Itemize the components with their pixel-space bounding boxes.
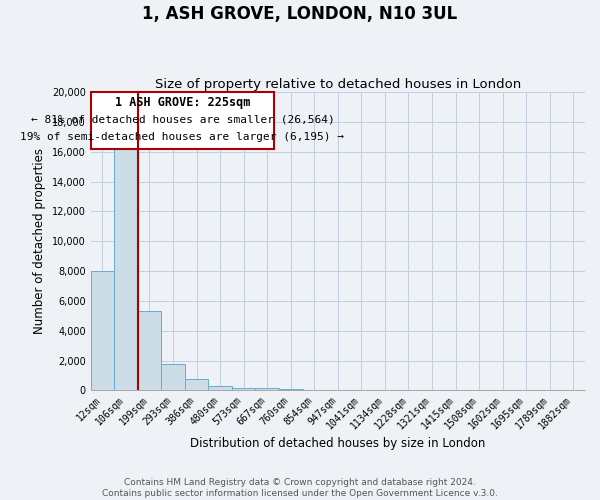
Bar xyxy=(91,271,114,390)
Bar xyxy=(256,388,279,390)
Bar xyxy=(185,379,208,390)
Bar xyxy=(208,386,232,390)
Text: ← 81% of detached houses are smaller (26,564): ← 81% of detached houses are smaller (26… xyxy=(31,114,334,124)
Text: 1 ASH GROVE: 225sqm: 1 ASH GROVE: 225sqm xyxy=(115,96,250,109)
Text: 1, ASH GROVE, LONDON, N10 3UL: 1, ASH GROVE, LONDON, N10 3UL xyxy=(142,5,458,23)
Text: Contains HM Land Registry data © Crown copyright and database right 2024.
Contai: Contains HM Land Registry data © Crown c… xyxy=(102,478,498,498)
X-axis label: Distribution of detached houses by size in London: Distribution of detached houses by size … xyxy=(190,437,485,450)
Bar xyxy=(161,364,185,390)
Bar xyxy=(232,388,256,390)
Bar xyxy=(114,144,138,390)
Text: 19% of semi-detached houses are larger (6,195) →: 19% of semi-detached houses are larger (… xyxy=(20,132,344,142)
Y-axis label: Number of detached properties: Number of detached properties xyxy=(34,148,46,334)
FancyBboxPatch shape xyxy=(91,92,274,149)
Title: Size of property relative to detached houses in London: Size of property relative to detached ho… xyxy=(155,78,521,91)
Bar xyxy=(138,312,161,390)
